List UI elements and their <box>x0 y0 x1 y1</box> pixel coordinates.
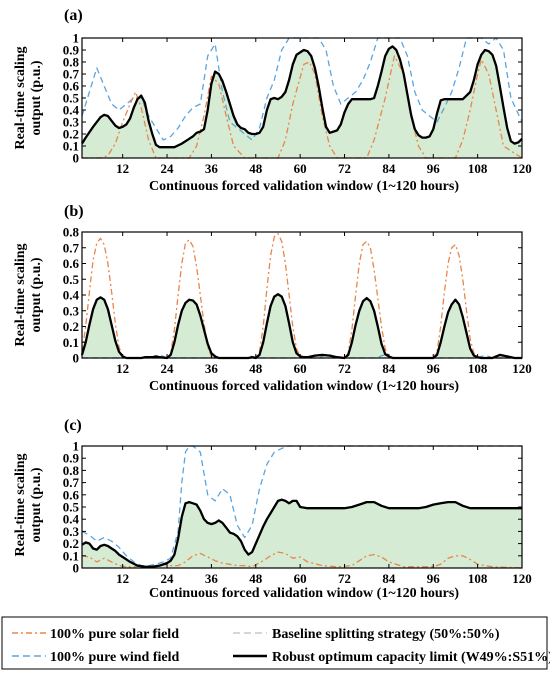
y-tick-label: 0.8 <box>63 463 80 478</box>
y-tick-label: 0.3 <box>63 115 80 130</box>
legend-label-solar: 100% pure solar field <box>50 627 179 642</box>
x-tick-label: 84 <box>382 571 396 586</box>
y-axis-title-line2: output (p.u.) <box>29 257 44 332</box>
x-tick-label: 84 <box>382 361 396 376</box>
x-tick-label: 36 <box>205 161 219 176</box>
x-tick-label: 72 <box>338 361 351 376</box>
y-tick-label: 0.6 <box>63 256 80 271</box>
x-tick-label: 120 <box>512 361 532 376</box>
panel-b: 12 24 36 48 60 72 84 96 108 12000.10.20.30.40.50.… <box>13 203 532 394</box>
series-line-robust <box>81 498 522 568</box>
series-line-robust <box>80 293 522 360</box>
x-tick-label: 120 <box>512 161 532 176</box>
x-tick-label: 96 <box>427 361 441 376</box>
y-tick-label: 0.8 <box>63 55 80 70</box>
series-line-solar <box>82 55 523 159</box>
panel-label: (a) <box>64 7 83 24</box>
x-tick-label: 24 <box>161 571 175 586</box>
x-tick-label: 36 <box>205 571 219 586</box>
x-tick-label: 120 <box>512 571 532 586</box>
y-tick-label: 0.7 <box>63 475 80 490</box>
x-tick-label: 72 <box>338 571 351 586</box>
x-tick-label: 12 <box>116 571 129 586</box>
panel-label: (b) <box>64 203 84 220</box>
y-tick-label: 0.2 <box>63 319 79 334</box>
y-tick-label: 0.6 <box>63 79 80 94</box>
y-tick-label: 0.4 <box>63 512 80 527</box>
y-tick-label: 0.3 <box>63 303 80 318</box>
x-axis-title: Continuous forced validation window (1~1… <box>149 179 459 194</box>
y-tick-label: 0.8 <box>63 225 80 240</box>
x-tick-label: 48 <box>249 161 263 176</box>
x-tick-label: 12 <box>116 161 129 176</box>
robust-area-fill <box>82 46 522 158</box>
y-tick-label: 0.7 <box>63 67 80 82</box>
y-tick-label: 0.2 <box>63 536 79 551</box>
y-tick-label: 0.7 <box>63 240 80 255</box>
x-tick-label: 60 <box>294 571 307 586</box>
x-tick-label: 108 <box>468 571 488 586</box>
y-tick-label: 1 <box>73 31 80 46</box>
y-axis-title-line2: output (p.u.) <box>29 60 44 135</box>
y-tick-label: 0.2 <box>63 127 79 142</box>
panel-c: 12 24 36 48 60 72 84 96 108 12000.10.20.30.40.50.… <box>13 417 532 601</box>
robust-area-fill <box>82 499 522 568</box>
y-tick-label: 0.4 <box>63 103 80 118</box>
y-axis-title-line1: Real-time scaling <box>13 46 28 149</box>
y-axis-title-line1: Real-time scaling <box>13 243 28 346</box>
x-tick-label: 60 <box>294 161 307 176</box>
legend-label-robust: Robust optimum capacity limit (W49%:S51%… <box>272 650 550 665</box>
x-tick-label: 12 <box>116 361 129 376</box>
legend-label-wind: 100% pure wind field <box>50 650 179 665</box>
y-axis-title-line2: output (p.u.) <box>29 467 44 542</box>
x-tick-label: 48 <box>249 571 263 586</box>
y-tick-label: 0 <box>73 561 80 576</box>
panel-a: 12 24 36 48 60 72 84 96 108 12000.10.20.30.40.50.… <box>13 7 532 194</box>
y-tick-label: 0.6 <box>63 487 80 502</box>
y-tick-label: 0.1 <box>63 139 79 154</box>
y-tick-label: 0 <box>73 351 80 366</box>
x-tick-label: 108 <box>468 161 488 176</box>
y-tick-label: 0.9 <box>63 43 80 58</box>
y-tick-label: 0.1 <box>63 335 79 350</box>
x-tick-label: 24 <box>161 161 175 176</box>
x-tick-label: 96 <box>427 571 441 586</box>
y-tick-label: 0.4 <box>63 288 80 303</box>
legend-box <box>1 616 548 670</box>
y-tick-label: 0.5 <box>63 500 80 515</box>
y-tick-label: 0.5 <box>63 272 80 287</box>
x-axis-title: Continuous forced validation window (1~1… <box>149 379 459 394</box>
x-tick-label: 36 <box>205 361 219 376</box>
y-tick-label: 1 <box>73 439 80 454</box>
x-tick-label: 96 <box>427 161 441 176</box>
x-tick-label: 60 <box>294 361 307 376</box>
x-axis-title: Continuous forced validation window (1~1… <box>149 586 459 601</box>
y-tick-label: 0.3 <box>63 524 80 539</box>
legend: 100% pure solar field Baseline splitting… <box>1 616 550 670</box>
x-tick-label: 48 <box>249 361 263 376</box>
y-tick-label: 0.5 <box>63 91 80 106</box>
x-tick-label: 24 <box>161 361 175 376</box>
robust-area-fill <box>82 294 522 358</box>
y-tick-label: 0 <box>73 151 80 166</box>
legend-label-baseline: Baseline splitting strategy (50%:50%) <box>272 627 500 642</box>
y-tick-label: 0.1 <box>63 548 79 563</box>
x-tick-label: 72 <box>338 161 351 176</box>
y-tick-label: 0.9 <box>63 451 80 466</box>
series-line-robust <box>81 45 523 149</box>
x-tick-label: 84 <box>382 161 396 176</box>
x-tick-label: 108 <box>468 361 488 376</box>
y-axis-title-line1: Real-time scaling <box>13 453 28 556</box>
panel-label: (c) <box>64 417 82 434</box>
